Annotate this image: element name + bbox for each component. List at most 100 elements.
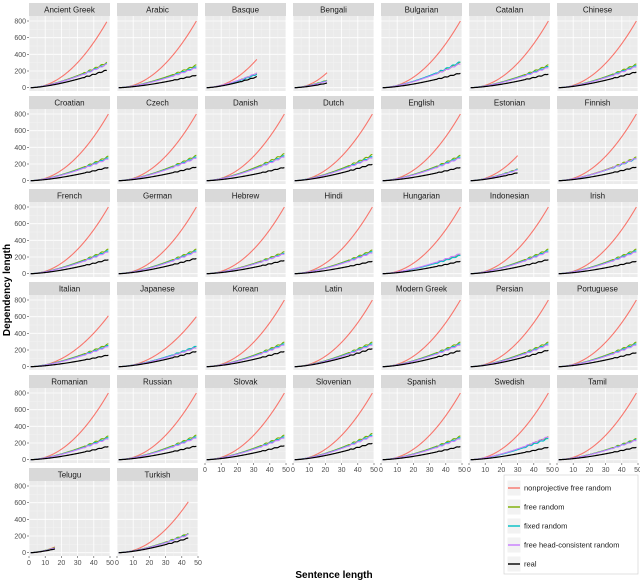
y-tick-label: 400 (14, 424, 26, 431)
facet-strip (293, 282, 374, 295)
x-tick-label: 20 (586, 467, 594, 474)
y-tick-label: 600 (14, 221, 26, 228)
facet-strip (557, 96, 638, 109)
facet-strip (29, 282, 110, 295)
series-line-free-head-consistent-random (118, 157, 197, 182)
x-tick-label: 50 (106, 560, 114, 567)
facet-strip (557, 375, 638, 388)
facet-strip (469, 3, 550, 16)
facet-label: Modern Greek (396, 285, 448, 294)
x-tick-label: 30 (162, 560, 170, 567)
series-line-real (206, 350, 285, 368)
y-tick-label: 800 (14, 298, 26, 305)
facet-label: Czech (146, 99, 169, 108)
facet-label: Spanish (407, 378, 436, 387)
facet-strip (29, 3, 110, 16)
x-tick-label: 20 (146, 560, 154, 567)
facet-panel: Japanese (116, 282, 199, 370)
facet-strip (293, 375, 374, 388)
facet-panel: Italian 0 200 400 600 800 (14, 282, 111, 371)
facet-panel: Slovak 0 10 20 30 40 50 (203, 375, 290, 474)
y-tick-label: 800 (14, 484, 26, 491)
x-tick-label: 10 (217, 467, 225, 474)
series-line-real (558, 166, 637, 182)
facet-label: Arabic (146, 6, 169, 15)
facet-label: Turkish (145, 471, 171, 480)
series-line-real (118, 350, 197, 368)
series-line-real (118, 445, 197, 461)
facet-strip (117, 375, 198, 388)
legend-label: nonprojective free random (524, 484, 611, 493)
facet-panel: Telugu 0 200 400 600 800 0 10 20 30 40 50 (14, 468, 114, 567)
facet-strip (293, 96, 374, 109)
facet-label: Japanese (140, 285, 175, 294)
facet-label: Slovenian (316, 378, 351, 387)
facet-label: Bengali (320, 6, 347, 15)
facet-panel: Hebrew (204, 189, 287, 277)
y-tick-label: 0 (22, 178, 26, 185)
x-tick-label: 0 (291, 467, 295, 474)
series-line-real (558, 446, 637, 461)
facet-label: Bulgarian (405, 6, 439, 15)
series-line-free-head-consistent-random (558, 251, 637, 275)
series-line-real (382, 72, 461, 89)
facet-label: Ancient Greek (44, 6, 96, 15)
facet-label: French (57, 192, 82, 201)
facet-panel: English (380, 96, 463, 184)
facet-panel: Hungarian (380, 189, 463, 277)
x-tick-label: 20 (498, 467, 506, 474)
series-line-real (118, 74, 197, 89)
facet-strip (293, 189, 374, 202)
legend-label: fixed random (524, 522, 567, 531)
facet-label: Portuguese (577, 285, 618, 294)
facet-strip (117, 189, 198, 202)
y-tick-label: 400 (14, 517, 26, 524)
series-line-real (470, 73, 549, 89)
series-line-real (382, 260, 461, 275)
series-line-real (470, 446, 549, 461)
y-tick-label: 600 (14, 407, 26, 414)
facet-panel: Danish (204, 96, 287, 184)
series-line-real (30, 548, 56, 554)
x-axis-title: Sentence length (295, 570, 372, 581)
series-line-real (470, 172, 518, 182)
y-tick-label: 0 (22, 271, 26, 278)
y-tick-label: 200 (14, 441, 26, 448)
x-tick-label: 0 (27, 560, 31, 567)
facet-label: Korean (233, 285, 259, 294)
series-line-real (294, 442, 373, 461)
facet-label: Irish (590, 192, 605, 201)
x-tick-label: 30 (74, 560, 82, 567)
facet-panel: Bulgarian (380, 3, 463, 91)
facet-label: Persian (496, 285, 523, 294)
series-line-real (30, 354, 109, 368)
y-tick-label: 200 (14, 255, 26, 262)
facet-panel: Persian (468, 282, 551, 370)
facet-panel: Hindi (292, 189, 375, 277)
x-tick-label: 50 (634, 467, 640, 474)
facet-strip (205, 375, 286, 388)
y-tick-label: 0 (22, 364, 26, 371)
y-tick-label: 600 (14, 128, 26, 135)
facet-label: Catalan (496, 6, 524, 15)
x-tick-label: 10 (481, 467, 489, 474)
facet-label: Romanian (51, 378, 87, 387)
facet-strip (117, 3, 198, 16)
legend: nonprojective free random free random fixe… (503, 474, 639, 575)
facet-strip (381, 282, 462, 295)
legend-label: free head-consistent random (524, 541, 619, 550)
facet-panel: Portuguese (556, 282, 639, 370)
facet-panel: Basque (204, 3, 287, 91)
facet-strip (117, 96, 198, 109)
facet-strip (557, 3, 638, 16)
series-line-free-head-consistent-random (470, 436, 549, 461)
facet-label: German (143, 192, 172, 201)
facet-panel: Spanish 0 10 20 30 40 50 (379, 375, 466, 474)
facet-label: Hindi (324, 192, 342, 201)
facet-label: Estonian (494, 99, 525, 108)
series-line-real (382, 350, 461, 368)
x-tick-label: 30 (338, 467, 346, 474)
facet-strip (469, 375, 550, 388)
x-tick-label: 20 (322, 467, 330, 474)
